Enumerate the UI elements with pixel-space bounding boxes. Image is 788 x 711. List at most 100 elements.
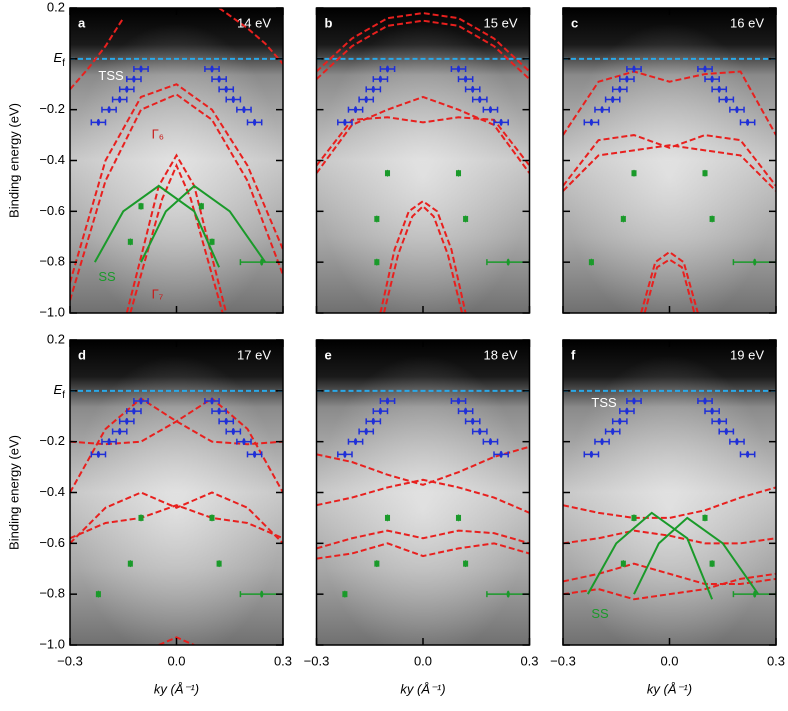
y-tick-label: −0.2 xyxy=(39,433,65,448)
plot-area xyxy=(563,57,776,313)
dashed-band xyxy=(316,12,530,73)
data-point xyxy=(246,450,263,458)
dashed-band xyxy=(218,8,283,65)
data-point xyxy=(384,169,391,177)
marker xyxy=(96,590,100,598)
annotation: SS xyxy=(98,269,116,284)
data-point xyxy=(379,65,396,73)
data-point xyxy=(138,202,144,210)
data-point xyxy=(471,96,488,103)
data-point xyxy=(493,118,509,126)
data-point xyxy=(101,106,117,114)
panel-label: e xyxy=(325,347,332,362)
marker xyxy=(224,417,228,425)
data-point xyxy=(101,438,117,446)
data-point xyxy=(450,65,467,73)
dashed-band xyxy=(70,397,283,493)
data-point xyxy=(732,258,776,266)
x-tick-label: 0.3 xyxy=(767,653,785,668)
marker xyxy=(621,215,625,223)
data-point xyxy=(118,85,135,93)
data-point xyxy=(594,106,610,114)
data-point xyxy=(133,397,149,405)
data-point xyxy=(358,96,375,103)
data-point xyxy=(358,428,375,435)
y-tick-label: Ef xyxy=(54,50,66,68)
data-point xyxy=(374,560,380,568)
marker xyxy=(125,85,129,93)
marker xyxy=(611,428,615,435)
marker xyxy=(471,417,475,425)
panel-label: a xyxy=(78,15,86,30)
surface-state-band xyxy=(633,516,760,595)
marker xyxy=(506,590,510,598)
marker xyxy=(371,417,375,425)
data-point xyxy=(619,407,635,415)
marker xyxy=(231,428,235,435)
marker xyxy=(478,428,482,435)
data-point xyxy=(583,118,600,126)
photon-energy: 18 eV xyxy=(484,347,518,362)
data-point xyxy=(732,590,776,598)
marker xyxy=(371,85,375,93)
data-point xyxy=(374,258,380,266)
marker xyxy=(464,407,468,415)
marker xyxy=(96,450,100,458)
marker xyxy=(746,118,750,126)
data-point xyxy=(611,417,628,425)
marker xyxy=(385,514,390,522)
dashed-band xyxy=(70,83,283,283)
data-point xyxy=(620,215,626,223)
data-point xyxy=(626,65,642,73)
marker xyxy=(464,560,468,568)
annotation: Γ₇ xyxy=(152,287,164,302)
data-point xyxy=(594,438,610,446)
x-tick-label: 0.0 xyxy=(660,653,678,668)
y-axis-label: Binding energy (eV) xyxy=(6,435,21,550)
marker xyxy=(589,450,594,458)
data-point xyxy=(709,560,715,568)
data-point xyxy=(711,85,728,93)
marker xyxy=(703,65,707,73)
marker xyxy=(710,75,714,83)
marker xyxy=(600,106,604,114)
data-point xyxy=(138,514,144,522)
data-point xyxy=(384,514,391,522)
marker xyxy=(753,258,757,266)
data-point xyxy=(455,514,462,522)
marker xyxy=(735,106,739,114)
data-point xyxy=(463,215,469,223)
data-point xyxy=(337,118,353,126)
data-point xyxy=(729,106,745,114)
marker xyxy=(717,417,721,425)
spectrum-glow xyxy=(70,8,283,313)
data-point xyxy=(225,96,242,103)
marker xyxy=(456,514,461,522)
data-point xyxy=(126,75,142,83)
marker xyxy=(375,215,379,223)
marker xyxy=(456,169,461,177)
y-tick-label: −0.6 xyxy=(39,203,65,218)
data-point xyxy=(216,560,222,568)
marker xyxy=(217,75,221,83)
marker xyxy=(710,407,714,415)
data-point xyxy=(455,169,462,177)
y-tick-label: −0.8 xyxy=(39,586,65,601)
y-axis-label: Binding energy (eV) xyxy=(6,103,21,218)
panel-label: d xyxy=(78,347,86,362)
marker xyxy=(242,106,246,114)
data-point xyxy=(365,417,382,425)
marker xyxy=(217,407,221,415)
marker xyxy=(343,450,347,458)
marker xyxy=(724,96,728,103)
marker xyxy=(364,428,368,435)
marker xyxy=(260,258,264,266)
marker xyxy=(260,590,264,598)
x-tick-label: 0.3 xyxy=(274,653,292,668)
data-point xyxy=(127,238,133,246)
data-point xyxy=(583,450,600,458)
data-point xyxy=(697,397,713,405)
panel-label: f xyxy=(571,347,576,362)
photon-energy: 17 eV xyxy=(237,347,271,362)
y-tick-label: Ef xyxy=(54,382,66,400)
